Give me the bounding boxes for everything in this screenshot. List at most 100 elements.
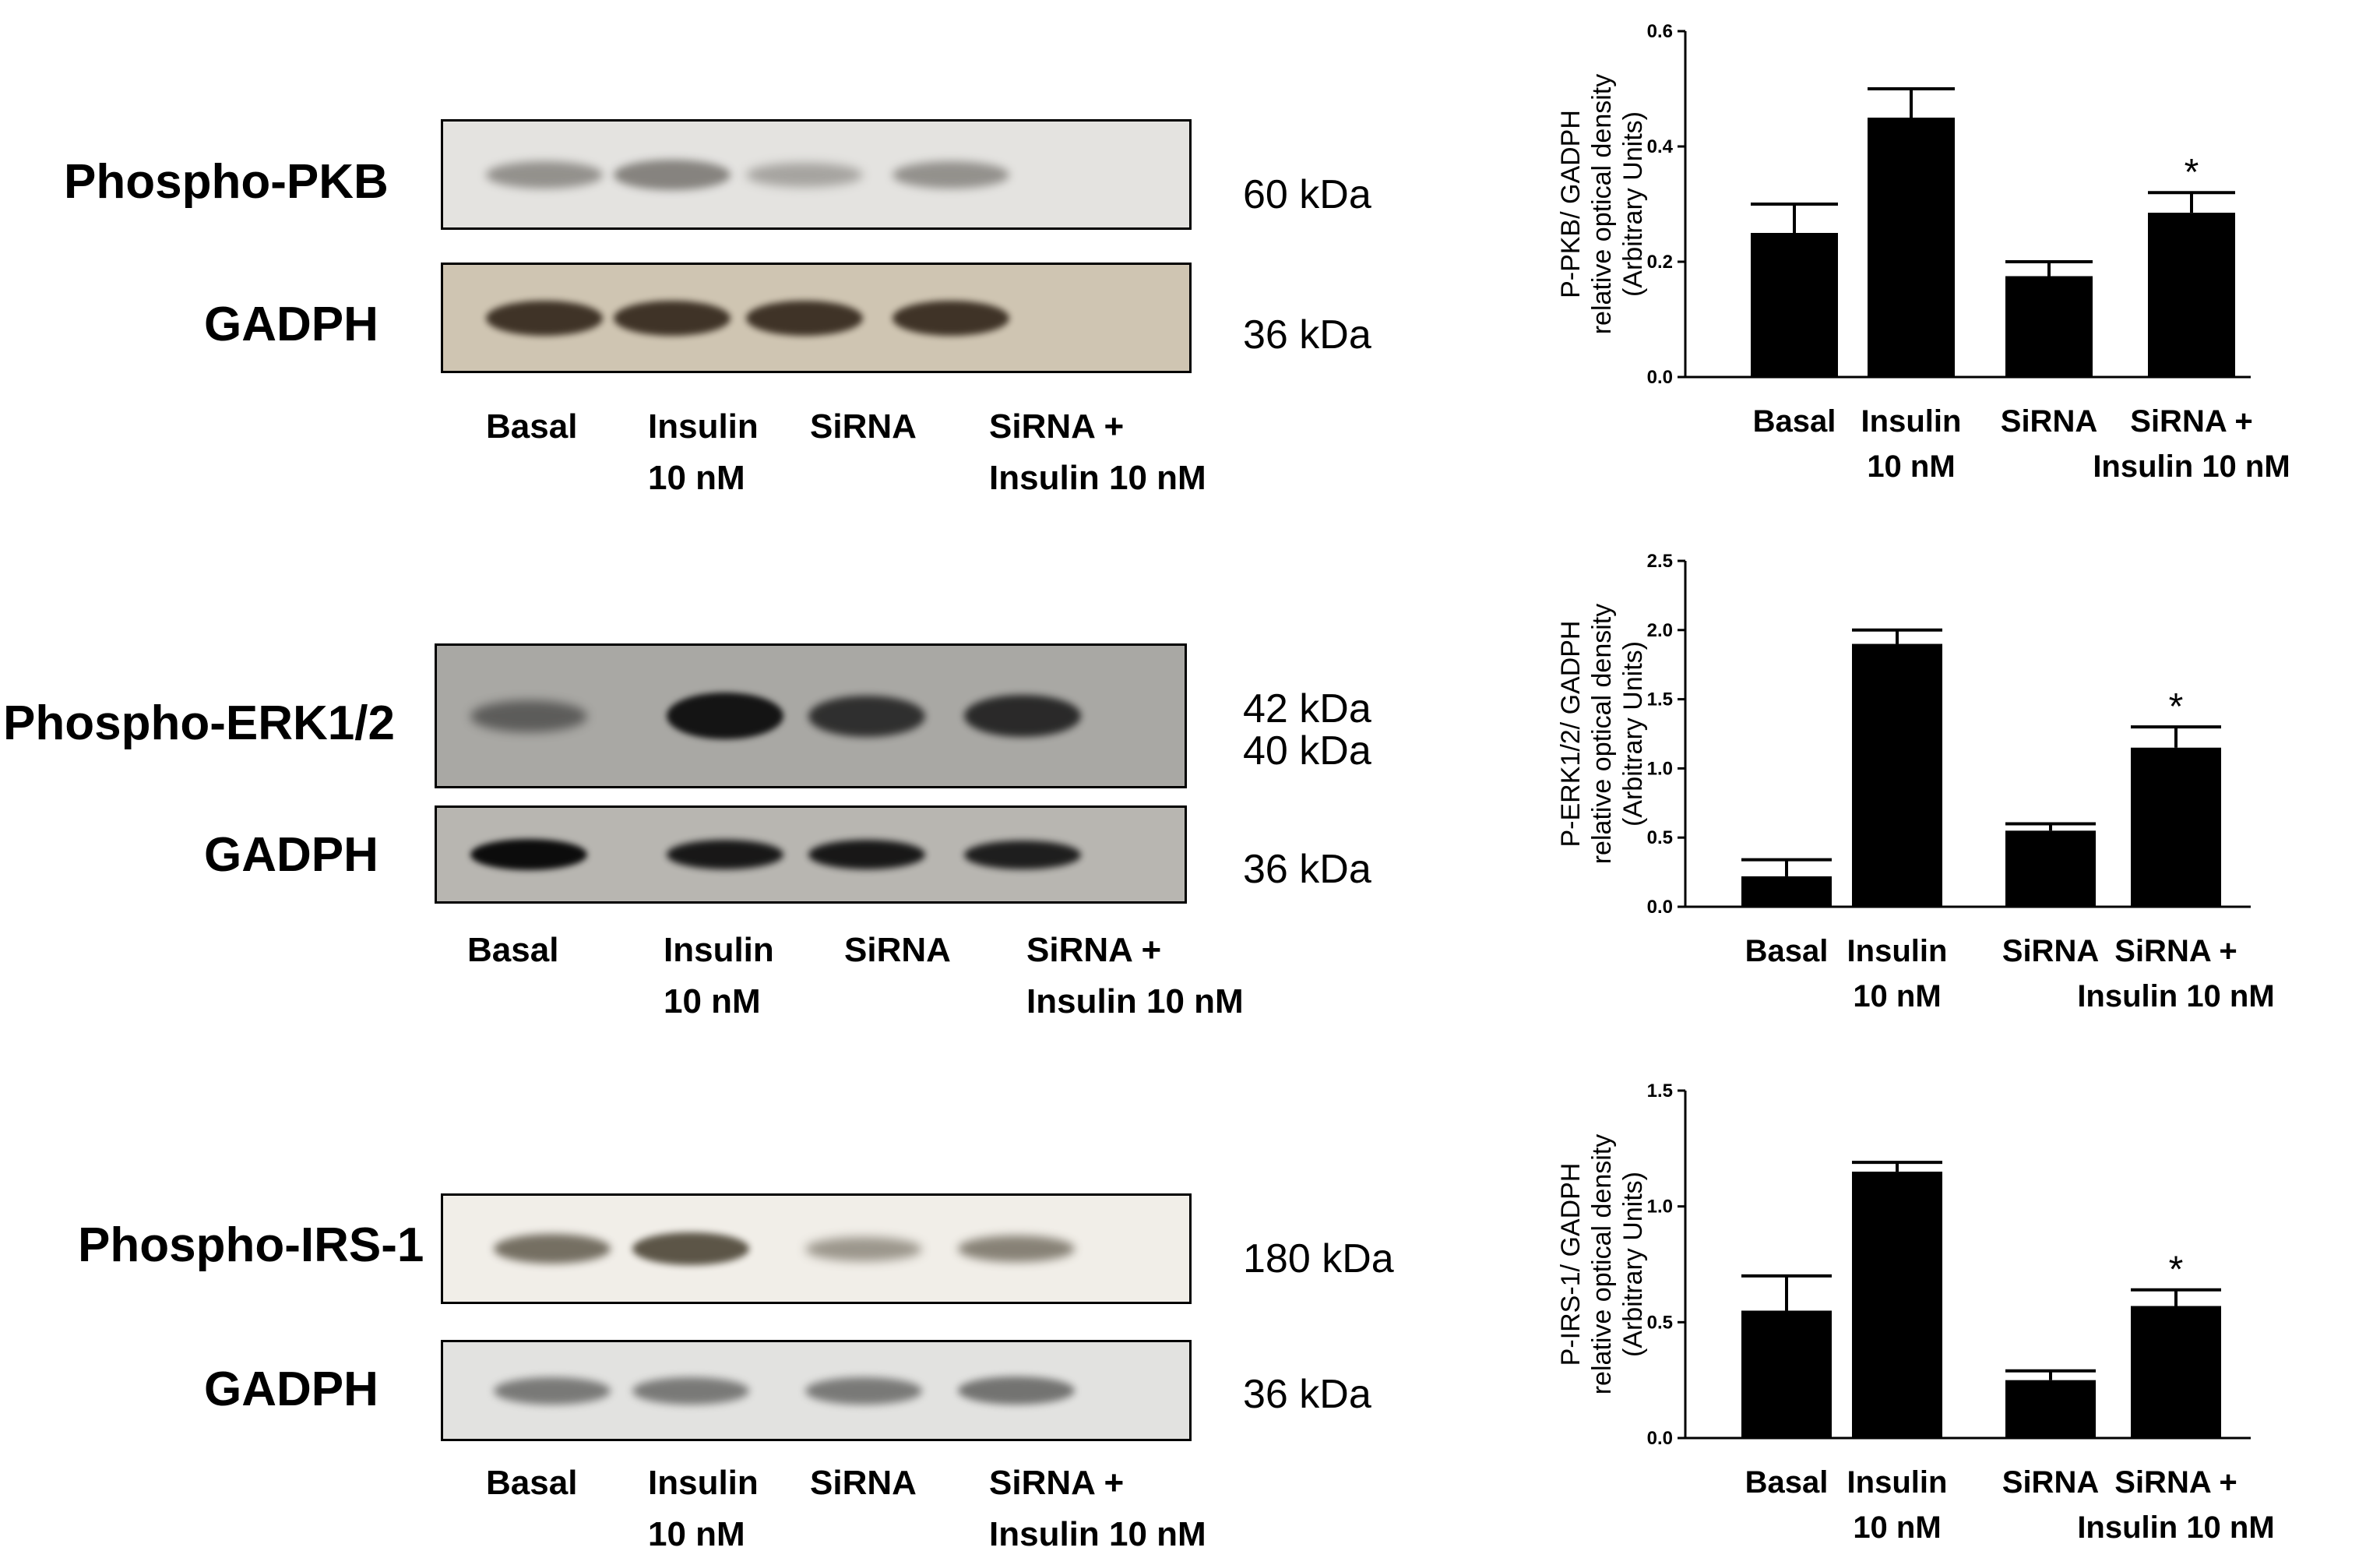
y-axis-label: (Arbitrary Units) xyxy=(1618,111,1648,297)
protein-label: Phospho-PKB xyxy=(64,155,389,209)
lane-label: Basal xyxy=(486,407,578,446)
x-category-label: SiRNA + xyxy=(2130,404,2252,439)
blot-image xyxy=(441,119,1192,230)
blot-image xyxy=(441,1193,1192,1304)
blot-image xyxy=(441,263,1192,373)
blot-band xyxy=(805,1377,922,1405)
x-category-label: 10 nM xyxy=(1853,1510,1941,1545)
y-tick-label: 1.0 xyxy=(1647,758,1673,779)
x-category-label: Basal xyxy=(1745,1465,1829,1500)
lane-label: Insulin 10 nM xyxy=(1026,982,1244,1020)
y-tick-label: 2.5 xyxy=(1647,551,1673,572)
blot-band xyxy=(808,696,925,737)
bar xyxy=(2005,276,2093,377)
blot-band xyxy=(805,1237,922,1261)
blot-band xyxy=(964,841,1081,869)
significance-marker: * xyxy=(2169,686,2184,728)
bar xyxy=(2131,747,2221,907)
blot-band xyxy=(746,163,863,187)
kda-label: 42 kDa xyxy=(1243,686,1371,731)
y-tick-label: 0.2 xyxy=(1647,252,1673,273)
blot-band xyxy=(746,301,863,336)
bar xyxy=(2131,1306,2221,1438)
y-axis-label: (Arbitrary Units) xyxy=(1618,641,1648,827)
lane-label: Insulin xyxy=(664,931,774,969)
bar xyxy=(2005,1380,2096,1438)
kda-label: 40 kDa xyxy=(1243,728,1371,774)
lane-label: SiRNA + xyxy=(989,1464,1125,1502)
x-category-label: SiRNA xyxy=(2002,1465,2099,1500)
kda-label: 36 kDa xyxy=(1243,847,1371,892)
blot-image xyxy=(435,805,1187,904)
y-axis-label: P-PKB/ GADPH xyxy=(1556,110,1586,298)
y-axis-label: relative optical density xyxy=(1587,1134,1617,1395)
lane-label: SiRNA + xyxy=(1026,931,1162,969)
x-category-label: Insulin 10 nM xyxy=(2093,449,2290,484)
y-tick-label: 0.5 xyxy=(1647,1312,1673,1333)
x-category-label: Insulin xyxy=(1847,934,1948,968)
lane-label: Insulin 10 nM xyxy=(989,1515,1206,1553)
y-tick-label: 0.0 xyxy=(1647,897,1673,918)
blot-band xyxy=(892,301,1009,336)
blot-band xyxy=(486,161,603,189)
y-tick-label: 2.0 xyxy=(1647,620,1673,641)
lane-label: Insulin xyxy=(648,407,759,446)
bar xyxy=(1741,1310,1832,1438)
kda-label: 36 kDa xyxy=(1243,312,1371,358)
x-category-label: Insulin xyxy=(1847,1465,1948,1500)
bar xyxy=(1868,118,1955,377)
x-category-label: SiRNA xyxy=(2001,404,2097,439)
y-tick-label: 1.5 xyxy=(1647,689,1673,710)
y-tick-label: 0.5 xyxy=(1647,827,1673,848)
y-tick-label: 0.0 xyxy=(1647,1428,1673,1449)
protein-label: GADPH xyxy=(204,298,378,351)
x-category-label: 10 nM xyxy=(1867,449,1955,484)
y-tick-label: 0.4 xyxy=(1647,136,1674,157)
lane-label: 10 nM xyxy=(664,982,761,1020)
blot-band xyxy=(964,695,1081,737)
y-axis-label: (Arbitrary Units) xyxy=(1618,1172,1648,1357)
x-category-label: Insulin 10 nM xyxy=(2077,979,2274,1013)
x-category-label: Basal xyxy=(1745,934,1829,968)
x-category-label: SiRNA xyxy=(2002,934,2099,968)
blot-band xyxy=(808,840,925,869)
lane-label: SiRNA xyxy=(844,931,951,969)
lane-label: SiRNA xyxy=(810,1464,917,1502)
x-category-label: 10 nM xyxy=(1853,979,1941,1013)
kda-label: 36 kDa xyxy=(1243,1372,1371,1417)
x-category-label: SiRNA + xyxy=(2114,934,2237,968)
blot-image xyxy=(435,643,1187,788)
lane-label: SiRNA xyxy=(810,407,917,446)
kda-label: 60 kDa xyxy=(1243,172,1371,217)
lane-label: Insulin 10 nM xyxy=(989,459,1206,497)
lane-label: Insulin xyxy=(648,1464,759,1502)
blot-band xyxy=(614,301,731,336)
bar xyxy=(1751,233,1838,377)
x-category-label: Insulin 10 nM xyxy=(2077,1510,2274,1545)
lane-label: Basal xyxy=(486,1464,578,1502)
blot-band xyxy=(958,1376,1075,1405)
blot-band xyxy=(892,161,1009,189)
blot-band xyxy=(667,840,783,869)
y-tick-label: 1.0 xyxy=(1647,1197,1673,1218)
protein-label: GADPH xyxy=(204,1362,378,1416)
x-category-label: Insulin xyxy=(1861,404,1962,439)
lane-label: 10 nM xyxy=(648,1515,745,1553)
y-axis-label: relative optical density xyxy=(1587,604,1617,865)
bar xyxy=(1852,1172,1942,1438)
y-tick-label: 0.6 xyxy=(1647,21,1673,42)
significance-marker: * xyxy=(2169,1250,2184,1291)
lane-label: Basal xyxy=(467,931,559,969)
y-axis-label: P-IRS-1/ GADPH xyxy=(1556,1163,1586,1366)
kda-label: 180 kDa xyxy=(1243,1236,1394,1281)
y-tick-label: 1.5 xyxy=(1647,1080,1673,1102)
blot-band xyxy=(632,1232,749,1265)
y-tick-label: 0.0 xyxy=(1647,367,1673,388)
bar xyxy=(1741,876,1832,907)
significance-marker: * xyxy=(2185,152,2199,193)
protein-label: GADPH xyxy=(204,828,378,882)
bar xyxy=(2005,830,2096,907)
